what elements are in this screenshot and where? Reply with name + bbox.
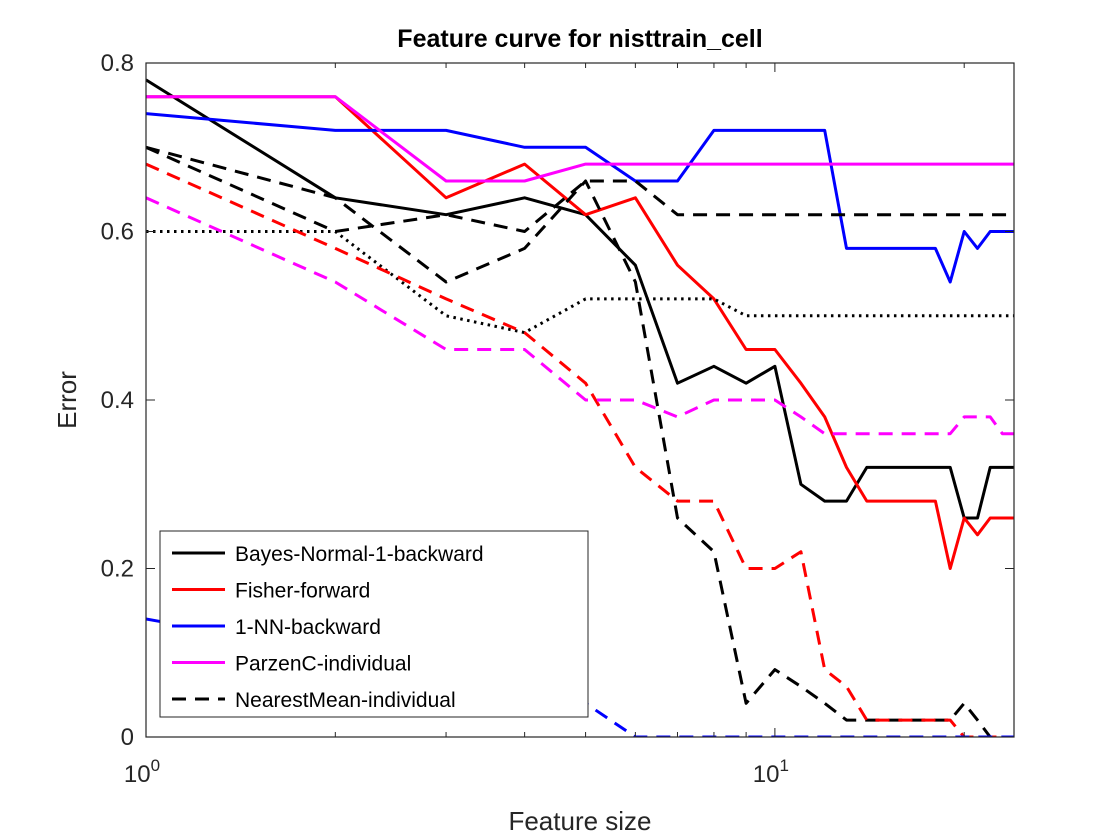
series-line-9-dashed: [146, 196, 1014, 436]
x-tick-label: 101: [753, 756, 789, 788]
y-tick-label: 0.4: [101, 387, 134, 414]
series-line-bayes-normal-1-backward: [146, 78, 1014, 520]
chart-title: Feature curve for nisttrain_cell: [397, 25, 762, 53]
legend-box: [159, 530, 589, 718]
legend-label-nearestmean-individual: NearestMean-individual: [235, 689, 456, 712]
y-tick-label: 0.8: [101, 50, 134, 77]
legend-label-bayes-normal-1-backward: Bayes-Normal-1-backward: [235, 543, 484, 566]
series-line-nearestmean-individual: [146, 145, 1014, 233]
series-line-parzenc-individual: [146, 95, 1014, 183]
legend-label-1-nn-backward: 1-NN-backward: [235, 616, 381, 639]
series-line-1-nn-backward: [146, 112, 1014, 284]
legend-label-parzenc-individual: ParzenC-individual: [235, 653, 411, 676]
ticks-layer: 100 101 0 0.2 0.4 0.6 0.8: [101, 50, 1014, 788]
series-line-6-dotted: [146, 230, 1014, 335]
y-tick-label: 0: [121, 724, 134, 751]
y-tick-label: 0.6: [101, 219, 134, 246]
x-tick-label: 100: [124, 756, 160, 788]
y-tick-label: 0.2: [101, 556, 134, 583]
x-axis-label: Feature size: [508, 806, 651, 836]
legend-label-fisher-forward: Fisher-forward: [235, 580, 370, 603]
series-line-8-dashed: [146, 162, 1014, 737]
legend: Bayes-Normal-1-backward Fisher-forward 1-N…: [159, 530, 589, 718]
series-line-fisher-forward: [146, 95, 1014, 570]
y-axis-label: Error: [52, 371, 82, 429]
series-line-7-dashed: [146, 145, 1014, 737]
